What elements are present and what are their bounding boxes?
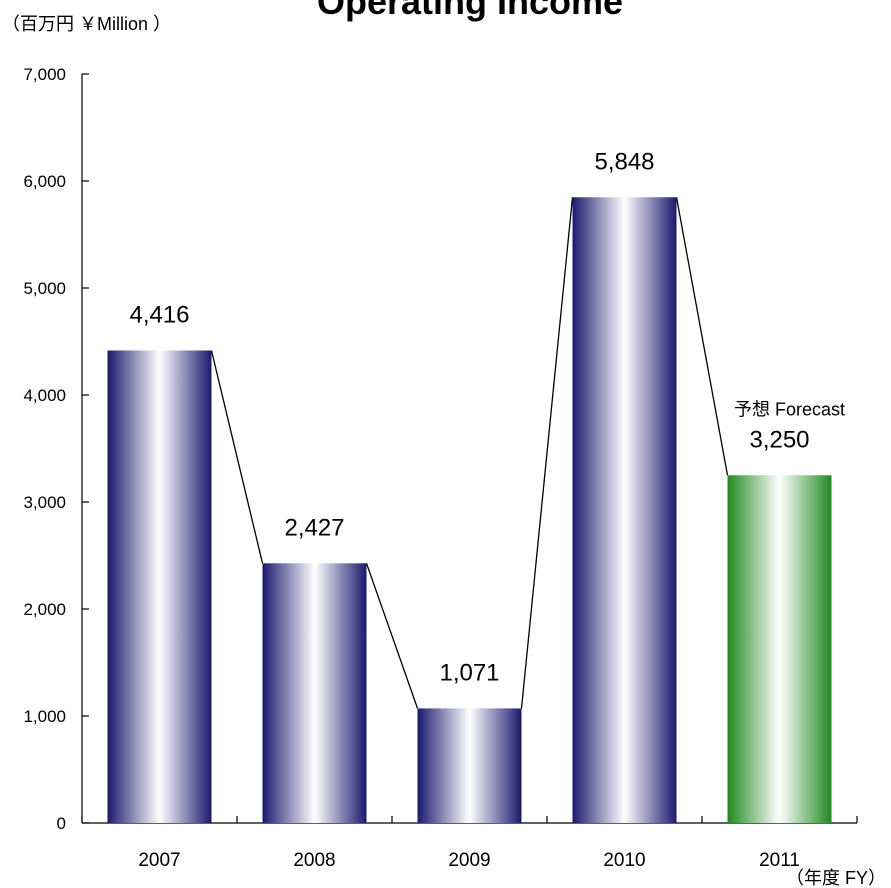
y-tick-label: 3,000 (23, 493, 66, 512)
bar-value-label: 1,071 (439, 659, 499, 686)
x-category-label: 2009 (448, 850, 490, 871)
y-axis-unit-label: （百万円 ￥Million ） (2, 14, 171, 34)
x-category-label: 2008 (293, 850, 335, 871)
x-axis-unit-label: （年度 FY） (786, 868, 886, 888)
bar-value-label: 4,416 (129, 301, 189, 328)
bar (417, 708, 522, 823)
bar (572, 197, 677, 823)
y-axis: 0 1,000 2,000 3,000 4,000 5,000 6,000 7,000 (23, 65, 89, 833)
y-tick-label: 4,000 (23, 386, 66, 405)
value-labels: 4,416 2,427 1,071 5,848 3,250 予想 Forecast (129, 148, 845, 686)
bar (107, 350, 212, 823)
bar-forecast (727, 475, 832, 823)
connector-line (675, 197, 729, 476)
x-axis: 2007 2008 2009 2010 2011 (81, 816, 858, 871)
bar-value-label: 2,427 (284, 514, 344, 541)
bar (262, 563, 367, 823)
connector-lines (210, 197, 729, 709)
y-tick-label: 6,000 (23, 172, 66, 191)
y-tick-label: 5,000 (23, 279, 66, 298)
chart-title: Operating Income (317, 0, 623, 22)
bar-value-label: 3,250 (749, 426, 809, 453)
x-category-label: 2010 (603, 850, 645, 871)
y-tick-label: 1,000 (23, 707, 66, 726)
connector-line (520, 197, 574, 709)
bars (107, 197, 832, 823)
x-category-label: 2011 (759, 850, 800, 871)
y-tick-label: 2,000 (23, 600, 66, 619)
x-category-label: 2007 (138, 850, 180, 871)
y-tick-label: 0 (57, 814, 66, 833)
connector-line (210, 350, 264, 564)
y-tick-label: 7,000 (23, 65, 66, 84)
bar-value-label: 5,848 (594, 148, 654, 175)
connector-line (365, 563, 419, 709)
forecast-label: 予想 Forecast (734, 399, 845, 419)
